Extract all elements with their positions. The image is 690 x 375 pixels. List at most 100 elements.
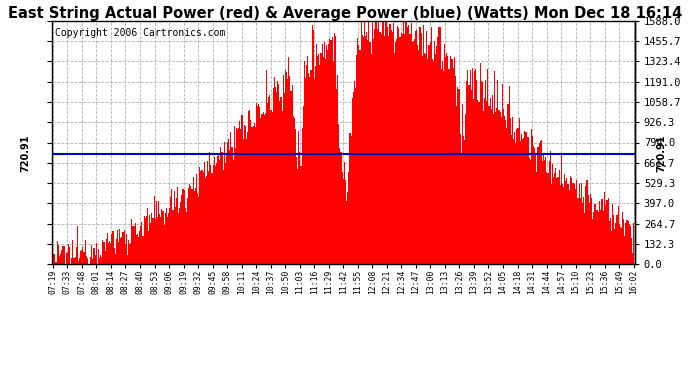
Bar <box>357 38 358 264</box>
Bar <box>139 231 140 264</box>
Bar <box>171 189 172 264</box>
Bar <box>550 151 551 264</box>
Text: Copyright 2006 Cartronics.com: Copyright 2006 Cartronics.com <box>55 28 225 38</box>
Bar <box>490 98 491 264</box>
Bar <box>366 32 367 264</box>
Bar <box>177 187 178 264</box>
Bar <box>349 133 351 264</box>
Bar <box>243 139 244 264</box>
Bar <box>493 114 494 264</box>
Bar <box>124 230 125 264</box>
Bar <box>240 129 241 264</box>
Bar <box>197 193 198 264</box>
Bar <box>71 258 72 264</box>
Bar <box>145 218 146 264</box>
Bar <box>547 173 549 264</box>
Bar <box>331 40 332 264</box>
Bar <box>234 126 235 264</box>
Bar <box>381 34 382 264</box>
Bar <box>282 111 283 264</box>
Bar <box>391 30 392 264</box>
Bar <box>182 189 184 264</box>
Bar <box>76 248 77 264</box>
Bar <box>256 103 257 264</box>
Bar <box>104 242 105 264</box>
Bar <box>154 196 155 264</box>
Bar <box>515 143 516 264</box>
Bar <box>156 201 157 264</box>
Bar <box>376 21 377 264</box>
Bar <box>394 53 395 264</box>
Bar <box>148 231 149 264</box>
Bar <box>401 33 402 264</box>
Bar <box>522 139 523 264</box>
Bar <box>580 198 581 264</box>
Bar <box>218 155 219 264</box>
Bar <box>162 211 164 264</box>
Bar <box>257 106 258 264</box>
Bar <box>118 242 119 264</box>
Bar <box>271 112 273 264</box>
Bar <box>523 138 524 264</box>
Bar <box>496 108 497 264</box>
Bar <box>238 128 239 264</box>
Bar <box>541 140 542 264</box>
Bar <box>628 221 629 264</box>
Bar <box>181 195 182 264</box>
Bar <box>589 202 590 264</box>
Bar <box>359 50 360 264</box>
Bar <box>433 61 434 264</box>
Bar <box>216 163 217 264</box>
Bar <box>286 72 287 264</box>
Bar <box>492 96 493 264</box>
Bar <box>565 182 566 264</box>
Bar <box>377 29 378 264</box>
Bar <box>276 92 277 264</box>
Bar <box>336 88 337 264</box>
Bar <box>501 117 502 264</box>
Text: 720.91: 720.91 <box>656 135 666 172</box>
Bar <box>322 44 323 264</box>
Bar <box>314 79 315 264</box>
Bar <box>495 112 496 264</box>
Bar <box>172 210 174 264</box>
Bar <box>146 216 147 264</box>
Bar <box>551 184 552 264</box>
Bar <box>533 146 534 264</box>
Bar <box>483 111 484 264</box>
Bar <box>196 174 197 264</box>
Bar <box>466 81 467 264</box>
Bar <box>463 136 464 264</box>
Bar <box>423 25 424 264</box>
Bar <box>307 56 308 264</box>
Bar <box>553 177 554 264</box>
Bar <box>386 21 387 264</box>
Bar <box>454 57 455 264</box>
Bar <box>258 104 259 264</box>
Bar <box>277 81 278 264</box>
Bar <box>78 261 79 264</box>
Bar <box>175 207 176 264</box>
Bar <box>159 214 160 264</box>
Bar <box>116 239 117 264</box>
Bar <box>632 253 633 264</box>
Bar <box>375 21 376 264</box>
Bar <box>105 251 106 264</box>
Bar <box>290 92 292 264</box>
Bar <box>61 250 62 264</box>
Bar <box>438 27 440 264</box>
Bar <box>318 54 319 264</box>
Bar <box>69 248 70 264</box>
Bar <box>371 54 372 264</box>
Bar <box>436 46 437 264</box>
Bar <box>215 166 216 264</box>
Bar <box>343 179 344 264</box>
Bar <box>279 101 280 264</box>
Bar <box>442 62 443 264</box>
Bar <box>631 238 632 264</box>
Bar <box>269 94 270 264</box>
Bar <box>152 218 154 264</box>
Bar <box>618 206 619 264</box>
Bar <box>199 166 200 264</box>
Bar <box>457 87 458 264</box>
